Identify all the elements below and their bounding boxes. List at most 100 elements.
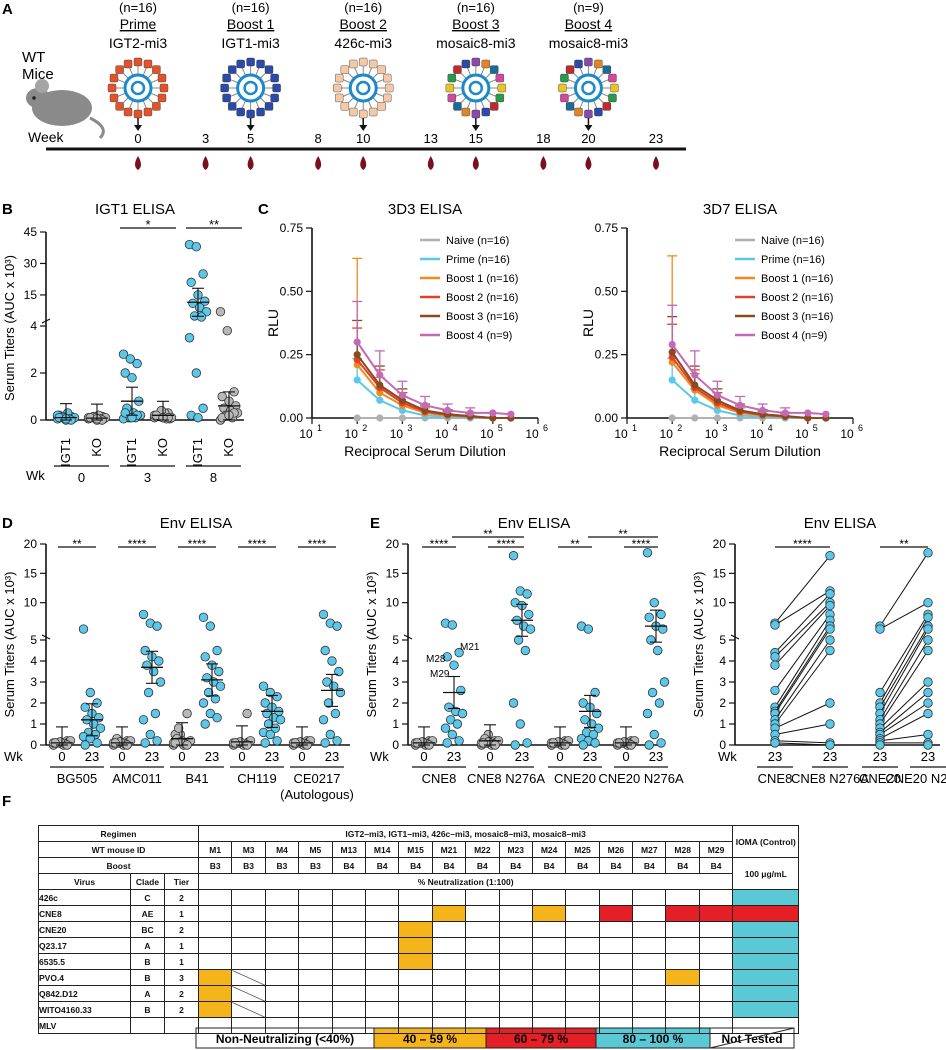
group-label: CNE20 [859, 771, 901, 786]
data-point [875, 624, 885, 634]
y-axis-label: Serum Titers (AUC x 10³) [2, 255, 17, 401]
antigen-shape [334, 93, 344, 103]
neutralization-cell [465, 953, 500, 970]
data-point [263, 719, 274, 729]
mouse-id: M14 [364, 841, 400, 858]
data-point [825, 624, 835, 634]
not-tested-cell [231, 969, 266, 986]
boost-value: B3 [198, 857, 233, 874]
neutralization-cell [264, 1001, 300, 1018]
series-line [356, 341, 511, 416]
neutralization-cell [598, 921, 634, 938]
data-point [583, 624, 594, 634]
antigen-shape [152, 65, 161, 74]
antigen-shape [461, 107, 471, 117]
series-point [466, 409, 474, 417]
not-tested-cell [231, 985, 266, 1002]
neutralization-cell [264, 953, 300, 970]
virus-name: 6535.5 [38, 953, 131, 970]
neutralization-cell [531, 953, 567, 970]
data-point [452, 719, 463, 729]
neutralization-cell [398, 1017, 433, 1034]
y-tick-label: 0.25 [595, 348, 619, 362]
neutralization-cell [498, 985, 533, 1002]
week-value: 8 [210, 470, 217, 485]
group-label: KO [89, 438, 104, 457]
neutralization-cell [565, 1001, 600, 1018]
data-point [590, 687, 600, 698]
series-point [713, 406, 722, 414]
immunization-n-2: (n=16) [344, 0, 382, 15]
antigen-shape [602, 65, 612, 74]
y-tick-label: 0.50 [280, 284, 304, 298]
antigen-shape [270, 73, 279, 83]
sig-label: **** [497, 537, 516, 551]
group-label: IGT1 [190, 438, 205, 467]
y-axis-label: RLU [580, 309, 596, 337]
y-tick-label: 0.00 [595, 411, 619, 425]
data-point [318, 609, 329, 620]
week-value: 0 [58, 749, 65, 764]
neutralization-cell [331, 969, 366, 986]
neutralization-cell [665, 905, 700, 922]
neutralization-cell [364, 1017, 400, 1034]
legend-label: 80 – 100 % [623, 1032, 684, 1046]
y-tick-label: 2 [719, 696, 726, 710]
neutralization-cell [398, 969, 433, 986]
neutralization-cell [364, 937, 400, 954]
neutralization-cell [431, 969, 467, 986]
data-point [335, 687, 346, 698]
data-point [265, 729, 276, 740]
blood-drop-icon [135, 156, 141, 170]
neutralization-cell [298, 905, 333, 922]
data-point [258, 681, 269, 691]
neutralization-cell [231, 889, 266, 906]
neutralization-cell [498, 937, 533, 954]
data-point [770, 660, 780, 670]
antigen-shape [594, 59, 603, 69]
pair-line [774, 628, 831, 714]
data-point [875, 740, 885, 750]
antigen-shape [256, 107, 265, 117]
data-point [265, 687, 276, 698]
x-tick-label: 10 [345, 427, 359, 441]
antigen-shape [610, 83, 619, 93]
x-tick-exponent: 6 [858, 423, 863, 433]
point-annotation: M28 [426, 654, 446, 665]
chart-title: Env ELISA [498, 515, 571, 532]
arrow-head-3 [471, 125, 480, 131]
x-tick-exponent: 6 [543, 423, 548, 433]
antigen-shape [222, 93, 231, 103]
y-tick-label: 1 [392, 717, 399, 731]
antigen-shape [228, 65, 237, 74]
virus-tier [163, 1017, 200, 1034]
neutralization-cell [498, 1017, 533, 1034]
neutralization-cell [698, 905, 734, 922]
pair-line [879, 702, 929, 735]
series-point [353, 376, 361, 384]
data-point [140, 738, 150, 748]
antigen-shape [133, 57, 143, 67]
mi3-core-ring [348, 73, 378, 103]
week-value: 0 [178, 749, 185, 764]
neutralization-cell [632, 905, 667, 922]
antigen-shape [445, 83, 455, 93]
series-point [376, 371, 384, 379]
neutralization-cell [665, 969, 700, 986]
neutralization-cell [465, 889, 500, 906]
antigen-shape [461, 59, 471, 69]
legend-label: Prime (n=16) [761, 254, 825, 266]
y-tick-label: 0.00 [280, 411, 304, 425]
x-tick-exponent: 3 [407, 423, 412, 433]
mi3-core-ring [461, 73, 491, 103]
antigen-label: CH119 [237, 771, 277, 786]
bleed-week-3: 18 [536, 131, 550, 146]
blood-drop-icon [315, 156, 322, 170]
boost-value: B4 [498, 857, 533, 874]
data-point [170, 738, 180, 748]
data-point [198, 403, 208, 413]
neutralization-cell [398, 1001, 433, 1018]
virus-tier: 1 [163, 937, 200, 954]
chart-title: Env ELISA [804, 515, 877, 532]
neutralization-cell [531, 985, 567, 1002]
